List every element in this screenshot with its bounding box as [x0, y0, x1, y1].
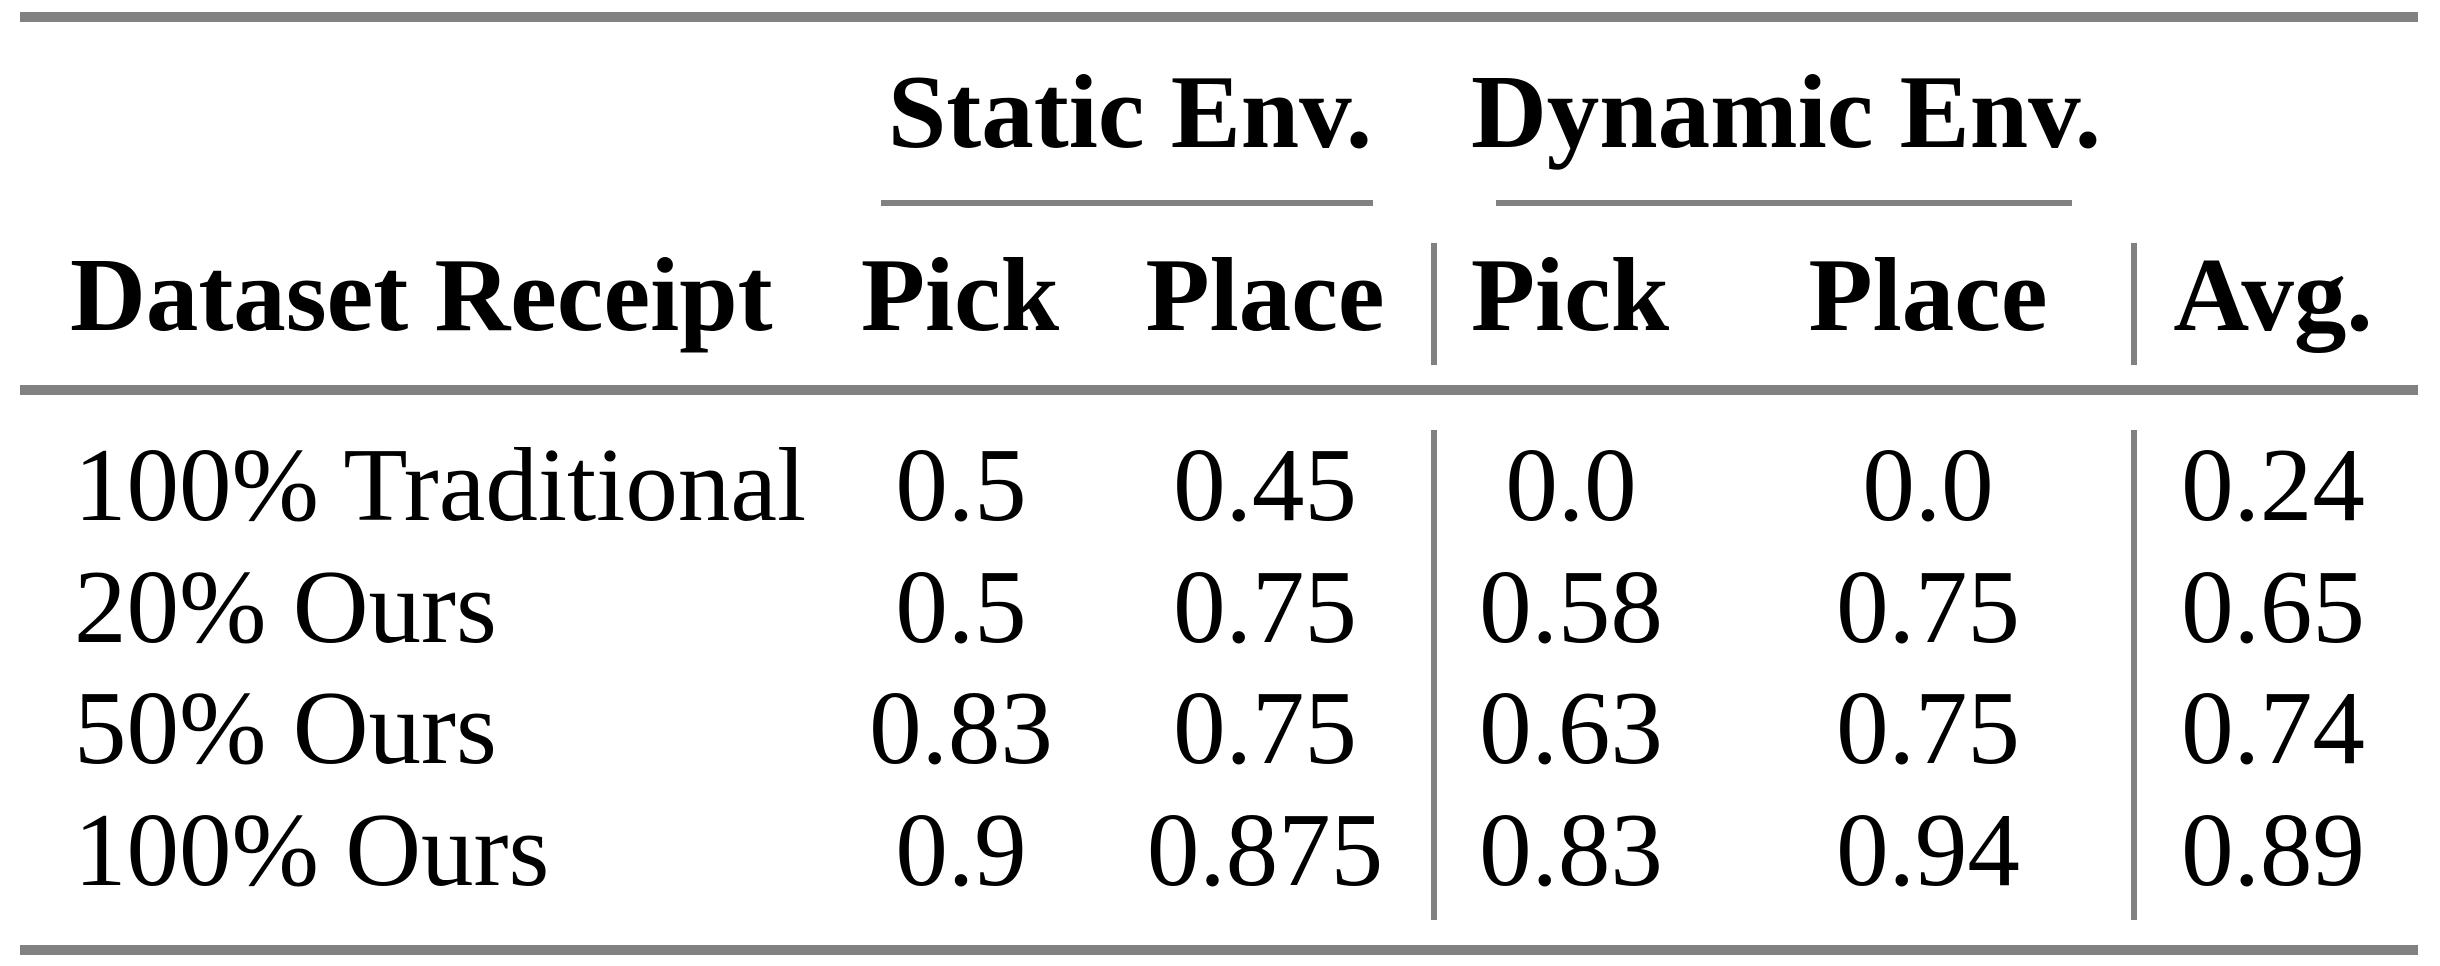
mid-rule [20, 385, 2418, 395]
cell-static-place: 0.75 [1173, 548, 1357, 665]
cell-dynamic-pick: 0.63 [1479, 669, 1663, 786]
cell-static-pick: 0.5 [895, 426, 1027, 543]
cmidrule-static-env [881, 200, 1373, 206]
cell-static-pick: 0.9 [895, 791, 1027, 908]
cell-static-place: 0.875 [1146, 791, 1384, 908]
row-label: 50% Ours [74, 669, 497, 786]
vertical-rule-2-header [2131, 243, 2137, 365]
row-label: 20% Ours [74, 548, 497, 665]
column-header-static-place: Place [1145, 236, 1385, 353]
cell-avg: 0.65 [2181, 548, 2365, 665]
cell-static-place: 0.75 [1173, 669, 1357, 786]
top-rule [20, 12, 2418, 22]
bottom-rule [20, 945, 2418, 955]
group-header-static-env: Static Env. [887, 53, 1373, 170]
cell-dynamic-place: 0.75 [1836, 548, 2020, 665]
cell-dynamic-pick: 0.0 [1505, 426, 1637, 543]
cell-dynamic-place: 0.75 [1836, 669, 2020, 786]
cell-dynamic-pick: 0.83 [1479, 791, 1663, 908]
cell-dynamic-place: 0.0 [1862, 426, 1994, 543]
group-header-dynamic-env: Dynamic Env. [1470, 53, 2102, 170]
column-header-avg: Avg. [2173, 236, 2373, 353]
cell-static-pick: 0.5 [895, 548, 1027, 665]
column-header-dataset-receipt: Dataset Receipt [70, 236, 773, 353]
cell-avg: 0.24 [2181, 426, 2365, 543]
column-header-static-pick: Pick [860, 236, 1060, 353]
vertical-rule-2-body [2131, 430, 2137, 920]
cmidrule-dynamic-env [1496, 200, 2072, 206]
row-label: 100% Traditional [74, 426, 807, 543]
column-header-dynamic-pick: Pick [1470, 236, 1670, 353]
vertical-rule-1-body [1431, 430, 1437, 920]
cell-avg: 0.74 [2181, 669, 2365, 786]
cell-dynamic-place: 0.94 [1836, 791, 2020, 908]
vertical-rule-1-header [1431, 243, 1437, 365]
cell-dynamic-pick: 0.58 [1479, 548, 1663, 665]
column-header-dynamic-place: Place [1808, 236, 2048, 353]
cell-avg: 0.89 [2181, 791, 2365, 908]
cell-static-place: 0.45 [1173, 426, 1357, 543]
cell-static-pick: 0.83 [869, 669, 1053, 786]
row-label: 100% Ours [74, 791, 550, 908]
